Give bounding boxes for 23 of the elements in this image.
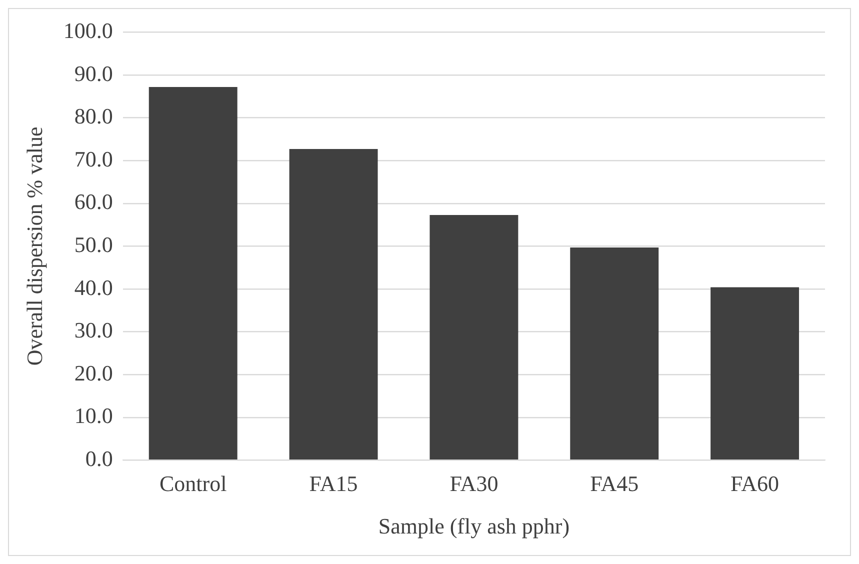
bar — [710, 287, 800, 460]
y-tick-label: 100.0 — [63, 18, 113, 43]
y-tick-label: 20.0 — [74, 360, 113, 386]
y-tick-label: 10.0 — [74, 403, 113, 428]
x-tick-label: FA30 — [450, 471, 498, 496]
x-tick-label: FA60 — [730, 471, 780, 496]
y-tick-label: 50.0 — [74, 232, 113, 257]
y-tick-label: 90.0 — [74, 60, 113, 86]
x-axis-title: Sample (fly ash pphr) — [378, 514, 570, 539]
y-tick-label: 80.0 — [74, 104, 113, 129]
y-tick-label: 0.0 — [85, 446, 113, 471]
x-tick-label: Control — [159, 471, 227, 496]
x-tick-label: FA45 — [590, 471, 639, 496]
y-tick-label: 60.0 — [74, 189, 113, 214]
y-tick-label: 70.0 — [74, 146, 113, 172]
bar — [289, 149, 378, 460]
bar — [148, 86, 238, 460]
bar — [570, 247, 659, 460]
x-tick-label: FA15 — [309, 471, 358, 496]
y-axis-title: Overall dispersion % value — [22, 126, 47, 366]
bar — [430, 214, 518, 460]
y-tick-label: 40.0 — [74, 274, 113, 300]
y-tick-label: 30.0 — [74, 318, 113, 343]
